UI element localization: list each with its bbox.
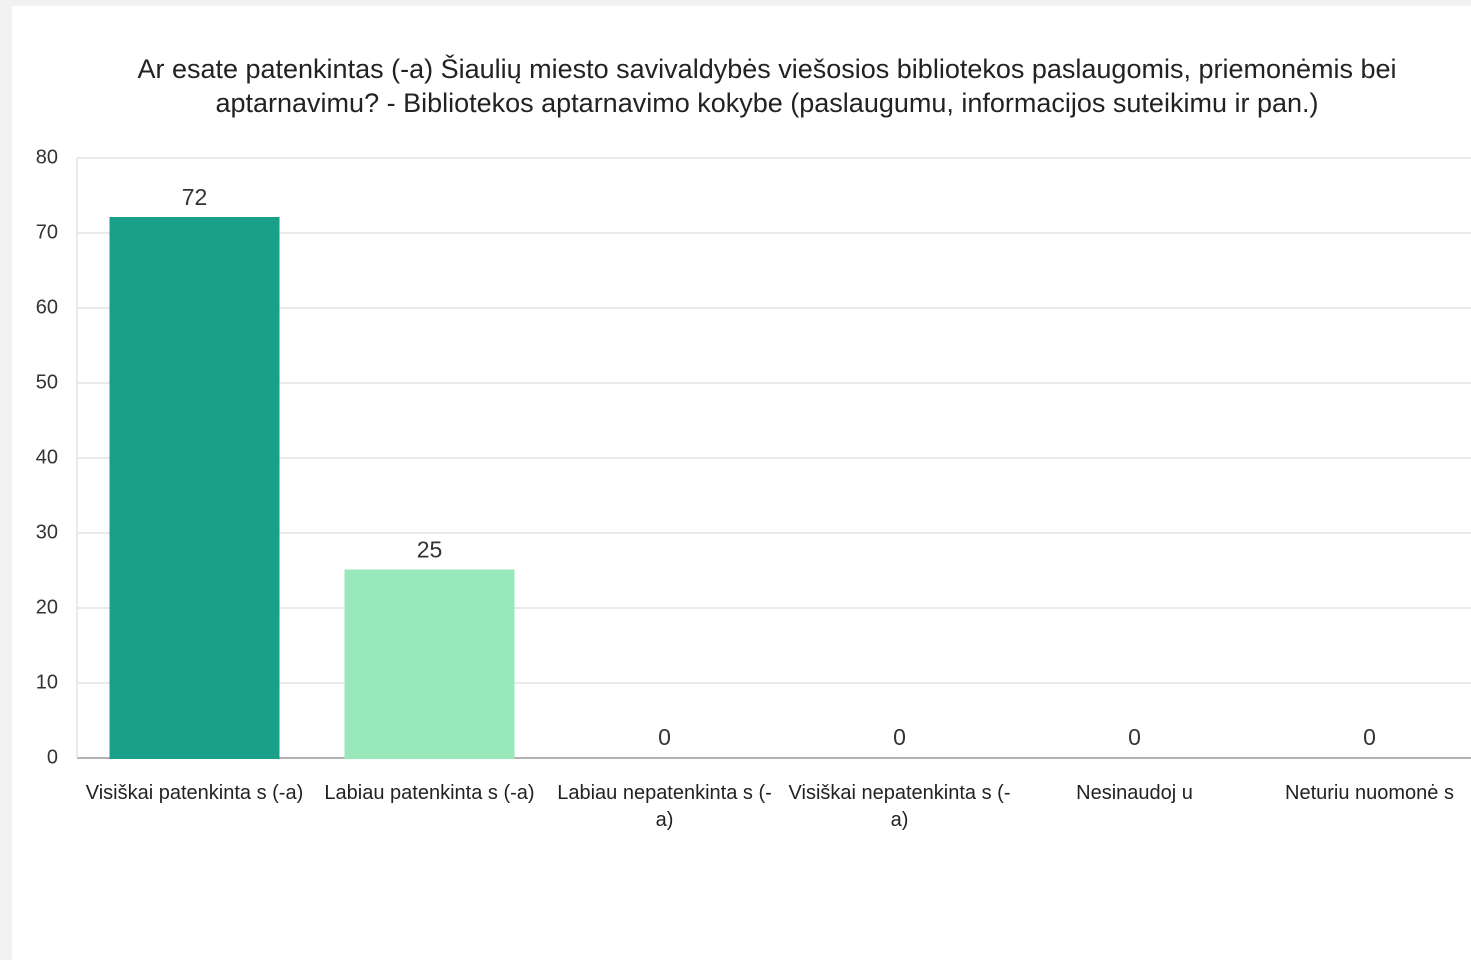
y-tick-label: 30 bbox=[36, 521, 58, 543]
value-label: 0 bbox=[1363, 724, 1376, 750]
chart-title: Ar esate patenkintas (-a) Šiaulių miesto… bbox=[137, 54, 1397, 118]
x-tick-label: Nesinaudoj u bbox=[1076, 782, 1193, 804]
bar bbox=[109, 217, 280, 759]
y-tick-label: 40 bbox=[36, 446, 58, 468]
x-tick-label: Labiau patenkinta s (-a) bbox=[324, 782, 535, 804]
y-tick-label: 20 bbox=[36, 596, 58, 618]
x-tick-label: Visiškai patenkinta s (-a) bbox=[85, 782, 304, 804]
y-tick-label: 0 bbox=[47, 746, 58, 768]
x-tick-label: Labiau nepatenkinta s (-a) bbox=[557, 782, 772, 831]
y-tick-label: 80 bbox=[36, 146, 58, 168]
y-tick-label: 50 bbox=[36, 371, 58, 393]
y-tick-label: 70 bbox=[36, 221, 58, 243]
y-tick-label: 60 bbox=[36, 296, 58, 318]
value-label: 0 bbox=[658, 724, 671, 750]
x-tick-label: Neturiu nuomonė s bbox=[1285, 782, 1454, 804]
value-label: 0 bbox=[893, 724, 906, 750]
value-label: 72 bbox=[182, 184, 208, 210]
x-tick-label: Visiškai nepatenkinta s (-a) bbox=[788, 782, 1011, 831]
value-label: 25 bbox=[417, 537, 443, 563]
y-tick-label: 10 bbox=[36, 671, 58, 693]
bar bbox=[344, 569, 515, 759]
value-label: 0 bbox=[1128, 724, 1141, 750]
